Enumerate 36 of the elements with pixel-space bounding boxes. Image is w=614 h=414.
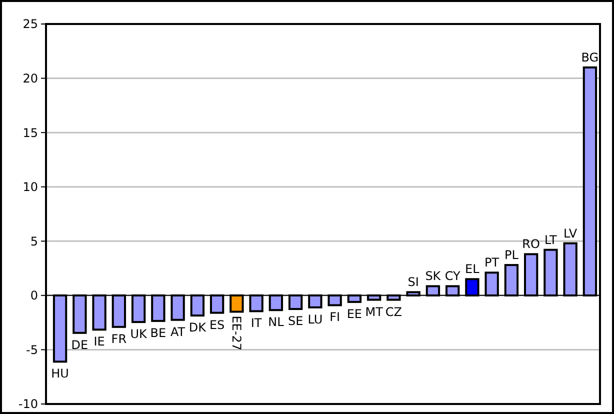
y-tick-label: -10	[18, 397, 38, 412]
x-tick-label: HU	[51, 366, 69, 381]
x-tick-label: NL	[268, 315, 284, 330]
y-tick-label: 20	[22, 71, 38, 86]
x-tick-label: BE	[150, 326, 166, 340]
y-tick-label: -5	[26, 342, 38, 357]
x-tick-label: SK	[425, 269, 442, 284]
x-tick-label: EE	[346, 306, 362, 321]
x-tick-label: ES	[209, 318, 225, 332]
y-tick-label: 5	[30, 234, 38, 248]
x-tick-label: PT	[484, 256, 500, 270]
x-tick-label: FI	[330, 310, 340, 324]
x-tick-label: SI	[408, 275, 419, 290]
x-tick-label: UK	[130, 327, 148, 342]
y-tick-label: 15	[22, 126, 38, 140]
x-tick-label: IE	[94, 334, 105, 349]
x-tick-label: BG	[581, 50, 599, 64]
x-tick-label: IT	[250, 316, 262, 330]
x-tick-label: DE	[71, 338, 88, 352]
x-tick-label: LV	[564, 226, 578, 240]
x-tick-label: DK	[188, 320, 208, 335]
y-tick-label: 25	[22, 17, 38, 32]
x-tick-label: SE	[288, 314, 304, 328]
x-tick-label: PL	[504, 248, 519, 262]
x-tick-label: EL	[465, 262, 480, 276]
x-tick-label: EE-27	[229, 316, 244, 350]
x-tick-label: AT	[170, 324, 186, 339]
x-tick-label: LT	[544, 232, 558, 247]
y-tick-label: 10	[22, 180, 38, 194]
x-tick-label: LU	[308, 312, 323, 326]
y-tick-label: 0	[30, 288, 38, 303]
x-tick-label: MT	[365, 304, 384, 319]
x-tick-label: CZ	[385, 304, 402, 319]
x-tick-label: RO	[522, 237, 540, 252]
x-tick-label: FR	[111, 332, 127, 346]
x-tick-label: CY	[444, 269, 461, 284]
